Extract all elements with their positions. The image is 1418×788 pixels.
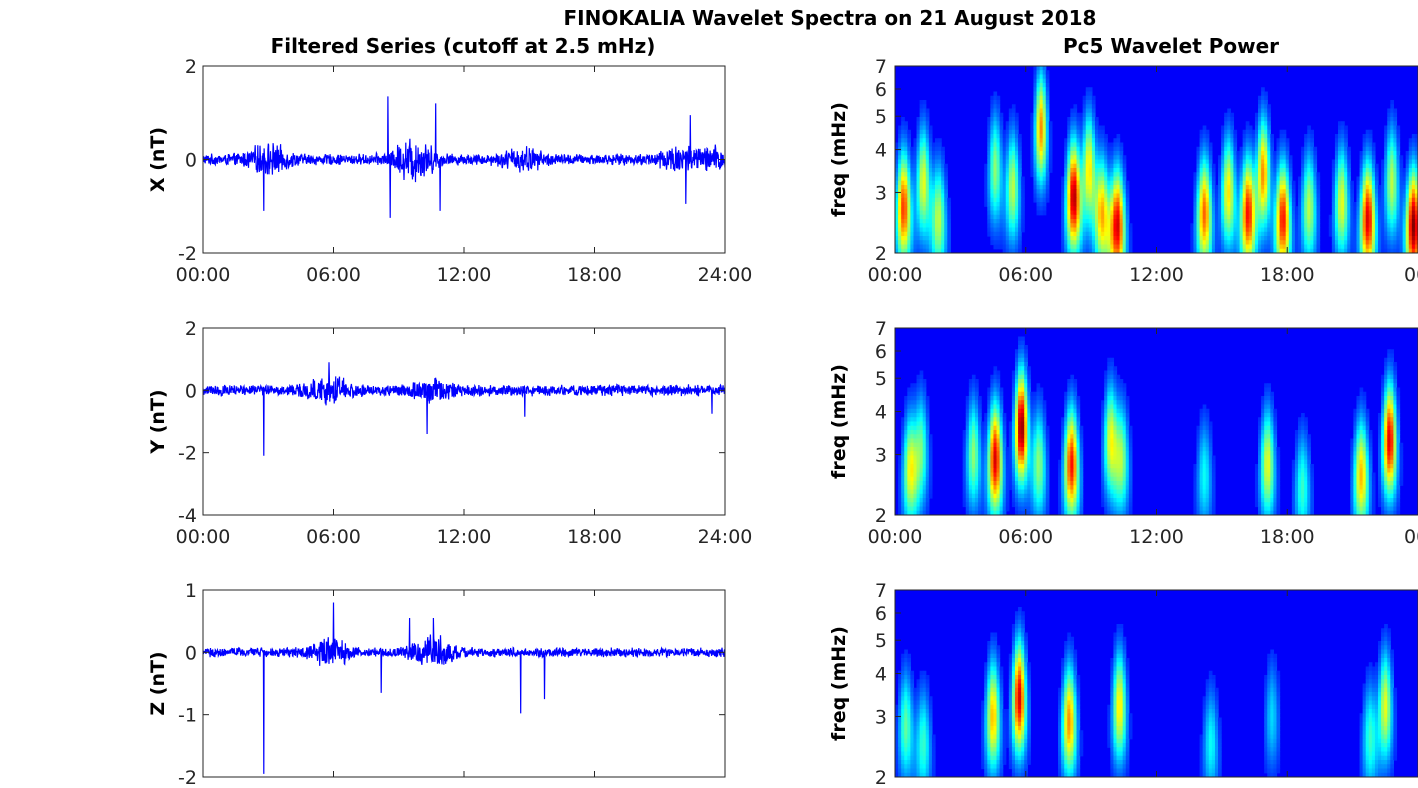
x-tick-label: 00:00 — [176, 526, 231, 548]
axes-frame — [202, 589, 726, 778]
x-tick-label: 18:00 — [567, 526, 622, 548]
y-axis-label: X (nT) — [147, 127, 169, 192]
x-tick-label: 24:00 — [698, 264, 753, 286]
y-tick-label: 7 — [875, 580, 887, 602]
y-tick-label: 5 — [875, 106, 887, 128]
y-tick-label: 6 — [875, 603, 887, 625]
axes-frame — [202, 327, 726, 516]
suptitle: FINOKALIA Wavelet Spectra on 21 August 2… — [564, 6, 1097, 30]
wavelet-panel-z: 76 5 4 3 2 freq (mHz) — [828, 580, 1418, 788]
y-tick-label: -2 — [178, 443, 197, 465]
y-tick-label: 2 — [875, 505, 887, 527]
x-tick-label: 06:00 — [306, 526, 361, 548]
y-tick-label: 4 — [875, 664, 887, 686]
y-tick-label: 3 — [875, 706, 887, 728]
y-tick-label: 1 — [185, 580, 197, 602]
x-tick-label: 12:00 — [437, 526, 492, 548]
x-tick-label: 00:00 — [176, 264, 231, 286]
series-line-x — [203, 96, 725, 218]
y-tick-label: -1 — [178, 705, 197, 727]
x-tick-label: 06:00 — [998, 264, 1053, 286]
heatmap-cells — [895, 66, 1418, 253]
y-tick-label: 2 — [875, 767, 887, 788]
x-tick-label: 06:00 — [306, 264, 361, 286]
x-tick-label: 12:00 — [1129, 526, 1184, 548]
y-tick-label: 5 — [875, 368, 887, 390]
y-tick-label: 0 — [185, 150, 197, 172]
y-axis-label: freq (mHz) — [828, 364, 850, 479]
y-tick-label: 6 — [875, 341, 887, 363]
left-column-title: Filtered Series (cutoff at 2.5 mHz) — [271, 34, 656, 58]
y-axis-label: Y (nT) — [147, 389, 169, 454]
x-tick-label: 06:00 — [998, 526, 1053, 548]
y-tick-label: 3 — [875, 182, 887, 204]
heatmap-background — [895, 590, 1418, 777]
right-column-title: Pc5 Wavelet Power — [1063, 34, 1279, 58]
x-tick-label: 00:00 — [868, 526, 923, 548]
x-tick-label: 18:00 — [1260, 264, 1315, 286]
panels: 20-200:00 06:00 12:00 18:00 24:00X (nT)20-2-… — [147, 56, 1418, 788]
y-tick-label: 5 — [875, 630, 887, 652]
y-axis-label: Z (nT) — [147, 651, 169, 715]
y-tick-label: 3 — [875, 444, 887, 466]
heatmap-cells — [895, 607, 1398, 777]
y-tick-label: 4 — [875, 402, 887, 424]
series-panel-x: 2 0 -200:00 06:00 12:00 18:00 24:00 X (nT) — [147, 56, 752, 286]
x-tick-label: 18:00 — [567, 264, 622, 286]
y-tick-label: 4 — [875, 140, 887, 162]
x-tick-label: 00:00 — [868, 264, 923, 286]
y-tick-label: 7 — [875, 56, 887, 78]
y-tick-label: 2 — [875, 243, 887, 265]
series-line-z — [203, 602, 725, 774]
y-tick-label: -2 — [178, 767, 197, 788]
y-tick-label: -4 — [178, 505, 197, 527]
y-axis-label: freq (mHz) — [828, 626, 850, 741]
y-tick-label: 0 — [185, 642, 197, 664]
y-tick-label: 2 — [185, 56, 197, 78]
x-tick-label: 24:00 — [698, 526, 753, 548]
series-line-y — [203, 362, 725, 456]
y-tick-label: 0 — [185, 380, 197, 402]
y-axis-label: freq (mHz) — [828, 102, 850, 217]
y-tick-label: 6 — [875, 79, 887, 101]
y-tick-label: 2 — [185, 318, 197, 340]
wavelet-panel-y: 76 5 4 3 200:00 06:00 12:00 18:00 00 freq (mHz) — [828, 318, 1418, 548]
wavelet-panel-x: 76 5 4 3 200:00 06:00 12:00 18:00 00 freq (mHz) — [828, 56, 1418, 286]
y-tick-label: -2 — [178, 243, 197, 265]
heatmap-cells — [898, 336, 1404, 515]
y-tick-label: 7 — [875, 318, 887, 340]
series-panel-y: 2 0 -2 -400:00 06:00 12:00 18:00 24:00 Y (nT) — [147, 318, 752, 548]
x-tick-label: 00 — [1404, 264, 1418, 286]
series-panel-z: 1 0 -1 -2 Z (nT) — [147, 580, 726, 788]
x-tick-label: 00 — [1404, 526, 1418, 548]
x-tick-label: 12:00 — [1129, 264, 1184, 286]
x-tick-label: 12:00 — [437, 264, 492, 286]
x-tick-label: 18:00 — [1260, 526, 1315, 548]
